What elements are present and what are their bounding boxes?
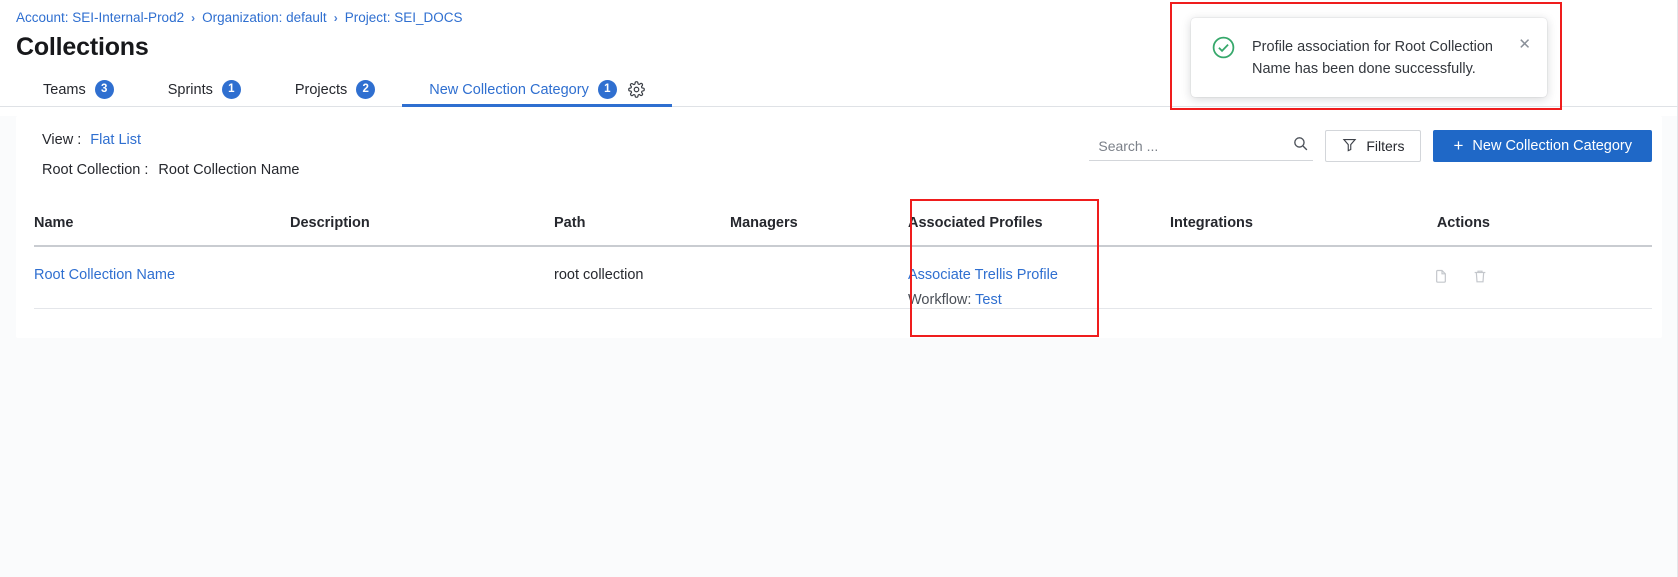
cell-actions (1396, 267, 1496, 285)
filters-button[interactable]: Filters (1325, 130, 1422, 162)
tab-new-collection-category-label: New Collection Category (429, 81, 589, 98)
breadcrumb-item-organization[interactable]: Organization: default (202, 10, 327, 25)
breadcrumb-separator-icon: › (333, 11, 338, 25)
gear-icon[interactable] (628, 81, 645, 98)
column-header-description: Description (290, 215, 370, 231)
plus-icon: + (1453, 136, 1464, 155)
breadcrumb: Account: SEI-Internal-Prod2 › Organizati… (0, 0, 1678, 27)
copy-icon[interactable] (1432, 268, 1448, 285)
tab-new-collection-category[interactable]: New Collection Category 1 (402, 73, 672, 107)
view-value-link[interactable]: Flat List (90, 132, 142, 148)
column-header-integrations: Integrations (1170, 215, 1253, 231)
root-collection-row: Root Collection : Root Collection Name (42, 155, 299, 185)
column-header-associated-profiles: Associated Profiles (908, 215, 1043, 231)
tab-new-collection-category-badge: 1 (597, 80, 617, 99)
collections-table: Name Description Path Managers Associate… (16, 215, 1662, 309)
panel-meta: View : Flat List Root Collection : Root … (16, 125, 299, 185)
tab-teams-badge: 3 (94, 80, 114, 99)
tab-teams-label: Teams (43, 81, 86, 98)
close-icon[interactable]: ✕ (1518, 36, 1531, 53)
breadcrumb-separator-icon: › (191, 11, 196, 25)
collections-panel: View : Flat List Root Collection : Root … (16, 107, 1662, 309)
search-icon[interactable] (1292, 135, 1309, 157)
root-collection-label: Root Collection : (42, 162, 149, 178)
breadcrumb-item-project[interactable]: Project: SEI_DOCS (344, 10, 463, 25)
filter-icon (1342, 137, 1357, 155)
root-collection-value: Root Collection Name (158, 162, 300, 178)
column-header-name: Name (34, 215, 74, 231)
delete-icon[interactable] (1472, 268, 1488, 285)
tab-sprints-label: Sprints (167, 81, 213, 98)
table-header-row: Name Description Path Managers Associate… (34, 215, 1652, 247)
panel-toolbar: View : Flat List Root Collection : Root … (16, 107, 1662, 185)
cell-path: root collection (554, 267, 644, 283)
tab-projects-label: Projects (294, 81, 348, 98)
search-box[interactable] (1089, 131, 1314, 161)
cell-name[interactable]: Root Collection Name (34, 267, 176, 283)
new-collection-category-button[interactable]: + New Collection Category (1433, 130, 1652, 162)
tab-bar: Teams 3 Sprints 1 Projects 2 New Collect… (0, 73, 1678, 107)
cell-associated-profiles: Associate Trellis Profile Workflow: Test (908, 267, 1170, 308)
column-header-path: Path (554, 215, 586, 231)
workflow-value-link[interactable]: Test (975, 292, 1002, 308)
view-label: View : (42, 132, 82, 148)
view-row: View : Flat List (42, 125, 299, 155)
table-row: Root Collection Name root collection Ass… (34, 247, 1652, 309)
new-collection-category-button-label: New Collection Category (1472, 138, 1632, 154)
tab-projects-badge: 2 (356, 80, 376, 99)
tab-projects[interactable]: Projects 2 (268, 73, 402, 106)
check-circle-icon (1211, 35, 1236, 65)
panel-actions: Filters + New Collection Category (1089, 125, 1662, 162)
success-toast: Profile association for Root Collection … (1191, 18, 1547, 97)
breadcrumb-item-account[interactable]: Account: SEI-Internal-Prod2 (16, 10, 185, 25)
page-title: Collections (16, 33, 149, 61)
column-header-actions: Actions (1436, 215, 1490, 231)
search-input[interactable] (1098, 137, 1293, 154)
tab-sprints[interactable]: Sprints 1 (141, 73, 268, 106)
column-header-managers: Managers (730, 215, 798, 231)
associate-trellis-profile-link[interactable]: Associate Trellis Profile (908, 267, 1058, 283)
workflow-row: Workflow: Test (908, 292, 1170, 308)
workflow-label: Workflow: (908, 292, 972, 308)
tab-teams[interactable]: Teams 3 (16, 73, 141, 106)
filters-button-label: Filters (1366, 138, 1405, 154)
tab-sprints-badge: 1 (221, 80, 241, 99)
toast-message: Profile association for Root Collection … (1252, 39, 1493, 77)
